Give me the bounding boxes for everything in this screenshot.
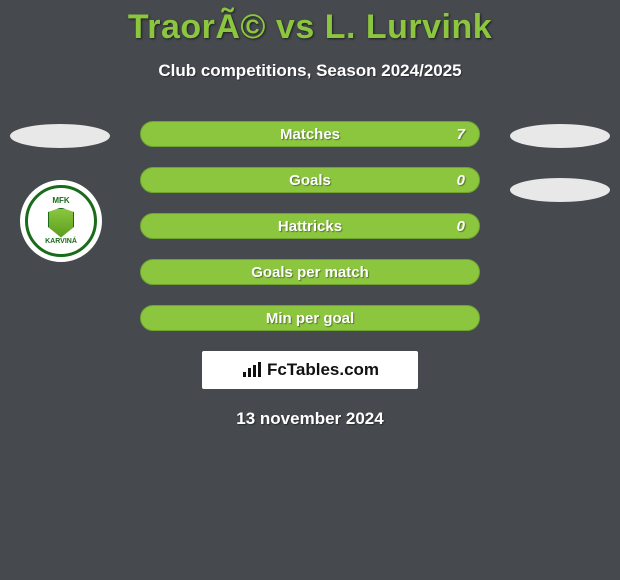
stat-row-hattricks: Hattricks 0 <box>140 213 480 239</box>
brand-watermark: FcTables.com <box>202 351 418 389</box>
stat-row-goals-per-match: Goals per match <box>140 259 480 285</box>
shield-icon <box>48 208 74 238</box>
club-badge-text-bottom: KARVINÁ <box>45 238 77 246</box>
stat-value-right: 0 <box>457 172 465 189</box>
club-badge-text-top: MFK <box>52 197 69 206</box>
stat-row-matches: Matches 7 <box>140 121 480 147</box>
comparison-subtitle: Club competitions, Season 2024/2025 <box>0 61 620 81</box>
stat-row-goals: Goals 0 <box>140 167 480 193</box>
player-right-photo-placeholder <box>510 124 610 148</box>
stat-value-right: 0 <box>457 218 465 235</box>
bar-chart-icon <box>241 362 263 378</box>
stat-label: Matches <box>280 126 340 143</box>
player-left-photo-placeholder <box>10 124 110 148</box>
club-right-placeholder <box>510 178 610 202</box>
club-left-badge: MFK KARVINÁ <box>20 180 102 262</box>
stat-label: Hattricks <box>278 218 342 235</box>
snapshot-date: 13 november 2024 <box>0 409 620 429</box>
stat-row-min-per-goal: Min per goal <box>140 305 480 331</box>
stat-label: Min per goal <box>266 310 354 327</box>
comparison-title: TraorÃ© vs L. Lurvink <box>0 0 620 47</box>
stat-value-right: 7 <box>457 126 465 143</box>
club-badge-inner: MFK KARVINÁ <box>25 185 97 257</box>
stat-label: Goals per match <box>251 264 369 281</box>
brand-text: FcTables.com <box>267 360 379 380</box>
stat-label: Goals <box>289 172 331 189</box>
